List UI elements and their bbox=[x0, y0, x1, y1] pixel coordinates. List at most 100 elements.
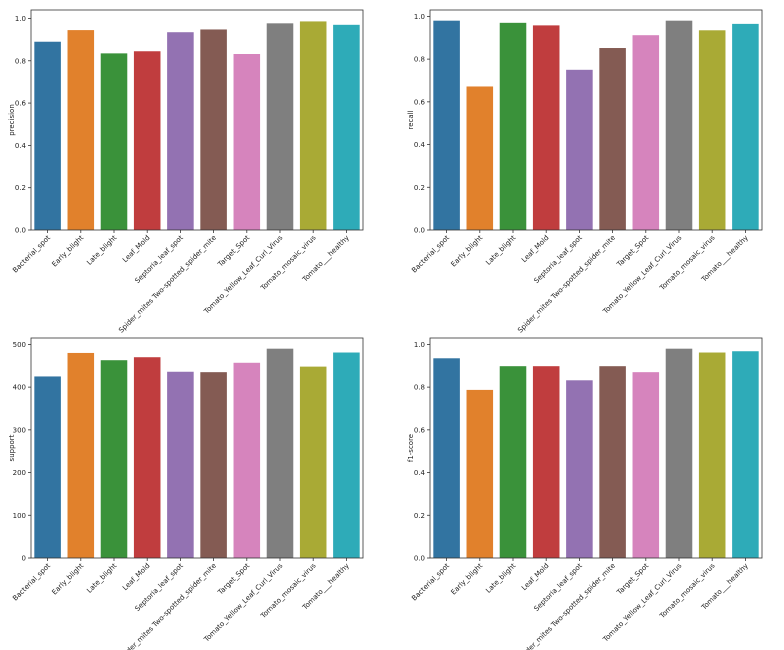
bar-recall-3 bbox=[532, 25, 560, 230]
y-axis-label: recall bbox=[407, 110, 415, 129]
bar-f1-score-7 bbox=[665, 348, 693, 558]
axes-frame bbox=[429, 9, 763, 231]
bar-support-6 bbox=[233, 362, 261, 558]
bar-support-9 bbox=[333, 352, 360, 558]
y-tick-label: 0.0 bbox=[414, 227, 425, 235]
x-tick-label: Target_Spot bbox=[216, 234, 252, 270]
bar-precision-8 bbox=[299, 21, 327, 231]
y-tick-label: 0.6 bbox=[414, 98, 426, 106]
y-tick-label: 0.4 bbox=[414, 141, 426, 149]
y-tick-label: 1.0 bbox=[15, 15, 26, 23]
bar-f1-score-2 bbox=[499, 366, 527, 558]
y-axis-label: f1-score bbox=[407, 434, 415, 462]
y-tick-label: 0.8 bbox=[414, 384, 425, 392]
y-tick-label: 0.2 bbox=[414, 184, 425, 192]
x-tick-label: Late_blight bbox=[85, 562, 118, 595]
x-tick-label: Late_blight bbox=[484, 562, 517, 595]
bar-f1-score-0 bbox=[433, 358, 460, 558]
x-tick-label: Tomato_mosaic_virus bbox=[259, 234, 318, 293]
bar-support-0 bbox=[34, 376, 61, 558]
bar-precision-7 bbox=[266, 23, 294, 230]
bar-support-5 bbox=[200, 372, 227, 558]
bar-f1-score-6 bbox=[632, 372, 660, 558]
bar-recall-0 bbox=[433, 20, 460, 231]
y-tick-label: 500 bbox=[13, 341, 26, 349]
bar-precision-2 bbox=[100, 53, 128, 231]
bar-recall-8 bbox=[698, 30, 726, 230]
bar-support-2 bbox=[100, 360, 128, 558]
axes-frame bbox=[30, 337, 364, 559]
y-tick-label: 200 bbox=[13, 469, 26, 477]
x-tick-label: Leaf_Mold bbox=[121, 562, 151, 592]
bar-recall-1 bbox=[466, 86, 494, 230]
bar-precision-0 bbox=[34, 41, 61, 231]
bar-recall-4 bbox=[566, 69, 593, 230]
x-tick-label: Leaf_Mold bbox=[520, 234, 550, 264]
x-tick-label: Tomato_mosaic_virus bbox=[658, 562, 717, 621]
x-tick-label: Early_blight bbox=[50, 234, 85, 269]
x-tick-label: Late_blight bbox=[85, 234, 118, 267]
bar-support-4 bbox=[167, 371, 194, 558]
x-tick-label: Tomato_mosaic_virus bbox=[259, 562, 318, 621]
bar-f1-score-4 bbox=[566, 380, 593, 558]
bar-precision-9 bbox=[333, 24, 360, 231]
x-tick-label: Target_Spot bbox=[615, 562, 651, 598]
chart-panel-f1-score: 0.0 0.2 0.4 0.6 0.8 1.0 f1-score Bacterial_spot… bbox=[407, 337, 763, 650]
bar-precision-1 bbox=[67, 30, 95, 230]
x-tick-label: Early_blight bbox=[449, 234, 484, 269]
y-tick-label: 0.2 bbox=[414, 512, 425, 520]
bar-precision-4 bbox=[167, 32, 194, 231]
bar-recall-2 bbox=[499, 22, 527, 230]
bar-recall-6 bbox=[632, 35, 660, 231]
y-tick-label: 100 bbox=[13, 512, 26, 520]
bar-precision-5 bbox=[200, 29, 227, 231]
bar-support-3 bbox=[133, 357, 161, 558]
y-tick-label: 400 bbox=[13, 384, 26, 392]
y-tick-label: 0.6 bbox=[414, 426, 426, 434]
bar-recall-7 bbox=[665, 20, 693, 231]
bar-f1-score-8 bbox=[698, 352, 726, 558]
x-tick-label: Target_Spot bbox=[216, 562, 252, 598]
bar-precision-6 bbox=[233, 54, 261, 230]
bar-recall-5 bbox=[599, 48, 626, 230]
x-tick-label: Late_blight bbox=[484, 234, 517, 267]
chart-panel-precision: 0.0 0.2 0.4 0.6 0.8 1.0 precision Bacterial_spo… bbox=[8, 9, 364, 335]
bar-f1-score-1 bbox=[466, 389, 494, 558]
y-tick-label: 1.0 bbox=[414, 13, 425, 21]
bar-f1-score-3 bbox=[532, 366, 560, 558]
bar-support-1 bbox=[67, 352, 95, 558]
x-tick-label: Tomato_mosaic_virus bbox=[658, 234, 717, 293]
bar-f1-score-9 bbox=[732, 351, 759, 558]
x-tick-label: Bacterial_spot bbox=[11, 562, 52, 603]
y-tick-label: 1.0 bbox=[414, 341, 425, 349]
y-tick-label: 0.2 bbox=[15, 184, 26, 192]
y-tick-label: 0.4 bbox=[15, 142, 27, 150]
axes-frame bbox=[30, 9, 364, 231]
y-tick-label: 0 bbox=[22, 555, 26, 563]
chart-panel-support: 0 100 200 300 400 500 support Bacterial_spotEar… bbox=[8, 337, 364, 650]
y-tick-label: 0.0 bbox=[15, 227, 26, 235]
y-tick-label: 0.6 bbox=[15, 100, 27, 108]
y-tick-label: 300 bbox=[13, 426, 26, 434]
x-tick-label: Bacterial_spot bbox=[11, 234, 52, 275]
x-tick-label: Early_blight bbox=[449, 562, 484, 597]
y-tick-label: 0.8 bbox=[414, 56, 425, 64]
chart-panel-recall: 0.0 0.2 0.4 0.6 0.8 1.0 recall Bacterial_spotEa… bbox=[407, 9, 763, 335]
bar-precision-3 bbox=[133, 51, 161, 230]
y-axis-label: precision bbox=[8, 104, 16, 136]
bar-support-8 bbox=[299, 366, 327, 558]
x-tick-label: Bacterial_spot bbox=[410, 234, 451, 275]
x-tick-label: Target_Spot bbox=[615, 234, 651, 270]
bar-recall-9 bbox=[732, 23, 759, 230]
x-tick-label: Leaf_Mold bbox=[121, 234, 151, 264]
x-tick-label: Bacterial_spot bbox=[410, 562, 451, 603]
y-tick-label: 0.8 bbox=[15, 57, 26, 65]
x-tick-label: Leaf_Mold bbox=[520, 562, 550, 592]
y-axis-label: support bbox=[8, 434, 16, 461]
bar-support-7 bbox=[266, 348, 294, 558]
axes-frame bbox=[429, 337, 763, 559]
y-tick-label: 0.0 bbox=[414, 555, 425, 563]
x-tick-label: Early_blight bbox=[50, 562, 85, 597]
bar-f1-score-5 bbox=[599, 366, 626, 558]
